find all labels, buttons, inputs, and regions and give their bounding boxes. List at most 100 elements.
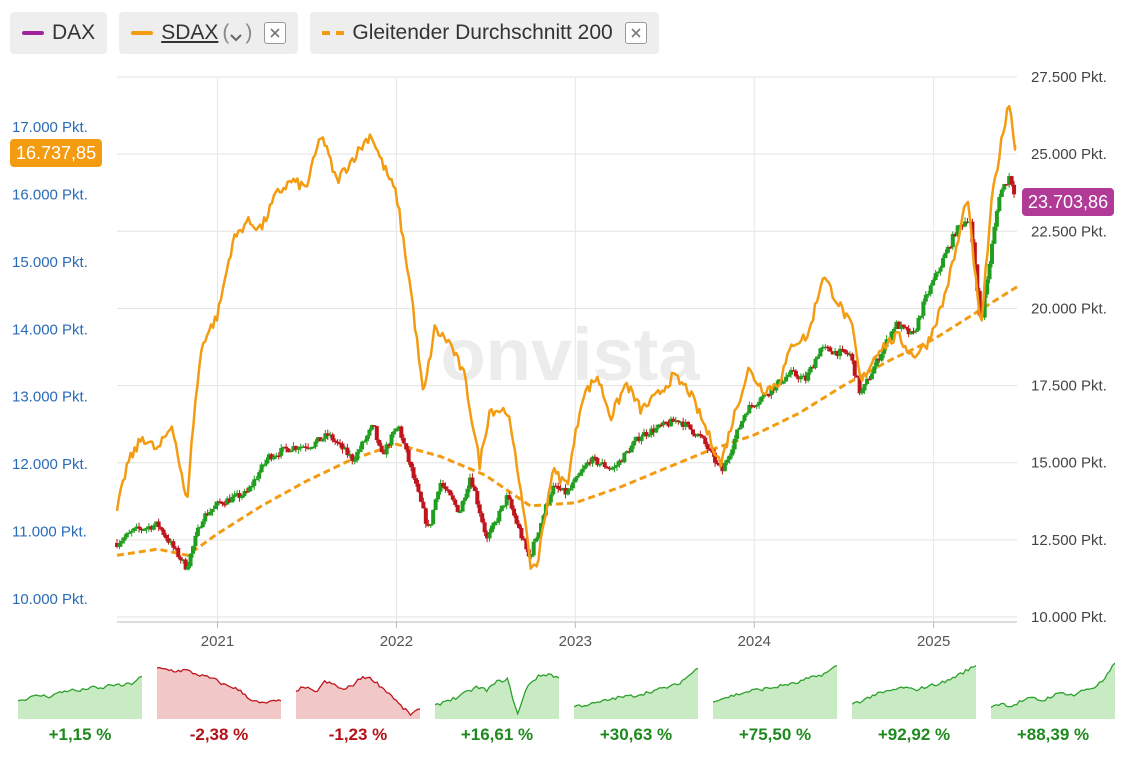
performance-year-5[interactable]: +30,63 % (574, 659, 698, 749)
dax-candle-up (963, 221, 968, 227)
dax-candle-down (387, 444, 392, 446)
sparkline-area (574, 668, 698, 719)
performance-year-7[interactable]: +92,92 % (852, 659, 976, 749)
dax-candle-down (338, 442, 343, 445)
dax-candle-down (713, 452, 718, 463)
dax-candle-down (563, 487, 568, 495)
sparkline-area (852, 665, 976, 719)
dax-candle-down (671, 418, 676, 422)
legend-dax-chip[interactable]: DAX (10, 12, 108, 54)
dax-candle-down (708, 449, 713, 451)
dax-candle-up (342, 447, 347, 450)
performance-year-6[interactable]: +75,50 % (713, 659, 837, 749)
performance-year-2[interactable]: -2,38 % (157, 659, 281, 749)
legend-sma-chip[interactable]: Gleitender Durchschnitt 200 (310, 12, 659, 54)
performance-label: +30,63 % (599, 725, 673, 744)
right-axis-tick-label: 22.500 Pkt. (1031, 223, 1107, 240)
x-axis: 2021 2022 2023 2024 2025 (117, 621, 1017, 650)
dax-candle-down (867, 378, 872, 381)
dax-candle-down (325, 433, 330, 436)
dax-candle-down (524, 539, 529, 550)
dax-candle-up (551, 485, 556, 495)
sdax-line-layer (115, 104, 1017, 570)
dax-candle-up (813, 358, 818, 368)
left-axis-tick-label: 14.000 Pkt. (12, 321, 88, 338)
dax-candle-down (409, 461, 414, 468)
legend-sdax-label[interactable]: SDAX (161, 21, 219, 44)
dax-candle-down (688, 424, 693, 430)
dax-candle-up (230, 496, 235, 503)
dax-candle-down (803, 375, 808, 381)
right-axis-tick-label: 17.500 Pkt. (1031, 378, 1107, 395)
dax-candle-up (786, 374, 791, 377)
dax-candle-up (190, 546, 195, 554)
dax-candle-down (372, 425, 377, 427)
dax-candle-up (747, 404, 752, 414)
dax-candle-up (622, 452, 627, 463)
dax-candle-down (796, 376, 801, 380)
right-axis-tick-label: 25.000 Pkt. (1031, 146, 1107, 163)
dax-candle-down (659, 424, 664, 427)
dax-candle-up (203, 513, 208, 522)
dax-candle-down (164, 534, 169, 539)
dax-candle-up (369, 425, 374, 430)
dax-candle-up (938, 267, 943, 272)
dax-candle-down (416, 483, 421, 492)
sparkline-line (18, 675, 142, 702)
dax-candle-up (262, 464, 267, 466)
dax-candle-down (475, 491, 480, 505)
dax-candle-up (730, 449, 735, 456)
dax-candle-up (365, 435, 369, 442)
dax-candle-down (485, 532, 490, 539)
legend-sdax-chip[interactable]: SDAX ( ) (119, 12, 299, 54)
dax-candle-down (676, 420, 681, 423)
price-chart[interactable]: onvista 10.000 Pkt. 11.000 Pkt. 12.000 Pkt… (0, 0, 1148, 660)
dax-candle-up (575, 475, 580, 478)
dax-candle-down (482, 522, 487, 533)
dax-candle-up (394, 428, 399, 432)
dax-candle-down (825, 346, 830, 349)
dax-candle-down (178, 557, 183, 561)
dax-candle-up (565, 490, 570, 495)
sparkline-line (157, 666, 281, 704)
dax-candle-down (276, 455, 281, 458)
dax-candle-up (585, 462, 590, 466)
dax-candle-up (463, 497, 468, 501)
dax-candle-down (948, 246, 953, 249)
right-axis-tick-label: 20.000 Pkt. (1031, 300, 1107, 317)
performance-sparkline (18, 675, 142, 719)
performance-year-1[interactable]: +1,15 % (18, 659, 142, 749)
dax-candle-down (752, 405, 757, 408)
dax-candle-up (784, 376, 789, 382)
remove-sdax-close-icon[interactable] (264, 22, 287, 44)
dax-candle-up (889, 331, 894, 341)
sparkline-line (296, 675, 420, 717)
sparkline-area (435, 673, 559, 719)
dax-candle-up (801, 375, 806, 378)
dax-candle-up (320, 438, 325, 442)
dax-candle-down (556, 485, 561, 489)
performance-sparkline (713, 665, 837, 719)
dax-candle-up (210, 508, 215, 512)
dax-candle-down (161, 529, 166, 535)
dax-candle-down (399, 426, 404, 438)
performance-year-3[interactable]: -1,23 % (296, 659, 420, 749)
dax-candle-down (448, 490, 453, 496)
dax-candle-up (144, 527, 149, 530)
dax-candle-down (411, 467, 416, 479)
dax-candle-up (168, 541, 173, 543)
sparkline-line (574, 667, 698, 708)
performance-year-8[interactable]: +88,39 % (991, 659, 1115, 749)
dax-candle-down (651, 428, 656, 433)
performance-sparkline (435, 672, 559, 719)
chevron-down-icon[interactable] (229, 26, 243, 42)
dax-candle-up (499, 505, 504, 511)
dax-candle-up (999, 189, 1004, 198)
dax-candle-down (972, 242, 977, 265)
dax-candle-down (414, 478, 419, 484)
performance-year-4[interactable]: +16,61 % (435, 659, 559, 749)
right-axis-tick-label: 12.500 Pkt. (1031, 532, 1107, 549)
dax-candle-up (396, 426, 401, 429)
dax-candle-down (318, 437, 323, 442)
remove-sma-close-icon[interactable] (624, 22, 647, 44)
